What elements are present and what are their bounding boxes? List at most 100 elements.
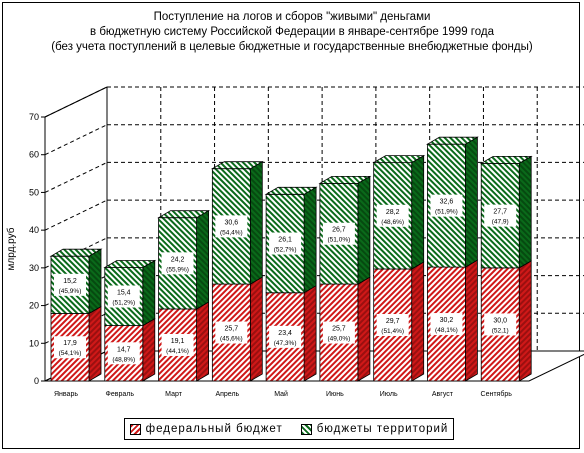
legend-label-territories: бюджеты территорий [316,423,449,435]
bar-territories-side [142,259,156,327]
data-label-value-territories: 26,1 [278,237,292,244]
data-label-share-federal: (49,0%) [328,336,351,343]
bar-territories-side [196,210,210,310]
y-tick-label: 40 [29,225,39,235]
bars-layer [49,136,533,382]
data-label-value-territories: 24,2 [171,256,185,263]
x-tick-label: Июль [380,391,398,398]
bar-territories-side [249,161,263,285]
bar-territories-top [157,210,211,219]
data-label-box-federal [376,313,409,336]
data-label-value-federal: 29,7 [386,318,400,325]
data-label-share-federal: (52,1) [492,327,509,334]
chart-title-line-3: (без учета поступлений в целевые бюджетн… [51,41,533,53]
data-label-share-federal: (51,4%) [381,328,404,335]
data-label-box-territories [54,273,86,296]
bar-territories-side [357,175,371,285]
bar-territories-side [464,136,478,268]
bar-federal-side [464,259,478,382]
data-label-box-territories [215,215,248,238]
gridline-side [44,124,108,156]
data-label-value-territories: 26,7 [332,227,346,234]
gridline-side [44,199,108,231]
bar-federal-side [88,305,102,382]
bar-territories-side [518,155,532,269]
y-tick-label: 70 [29,112,39,122]
data-label-value-federal: 17,9 [63,340,77,347]
data-label-share-territories: (51,9%) [435,209,458,216]
data-label-value-territories: 27,7 [493,209,507,216]
data-label-box-federal [484,313,517,336]
data-label-box-federal [430,313,463,336]
bar-territories-top [425,136,479,145]
bar-territories-top [479,155,533,164]
chart-title-line-2: в бюджетную систему Российской Федерации… [90,26,494,38]
chart-title: Поступление на логов и сборов "живыми" д… [0,10,584,55]
legend-item-territories: бюджеты территорий [300,423,449,435]
data-label-box-territories [376,204,409,227]
data-label-value-federal: 30,0 [493,317,507,324]
data-label-value-federal: 30,2 [440,317,454,324]
x-tick-label: Май [274,390,288,398]
data-label-box-federal [54,336,86,359]
bar-federal-side [357,276,371,382]
bar-federal-side [142,317,156,382]
data-label-value-federal: 25,7 [332,326,346,333]
data-label-box-territories [161,252,194,275]
data-label-value-federal: 19,1 [171,338,185,345]
legend-swatch-federal [129,423,141,435]
data-label-share-federal: (45,6%) [220,336,243,343]
x-tick-label: Сентябрь [481,390,513,398]
data-label-share-federal: (48,8%) [112,356,135,363]
data-label-share-federal: (48,1%) [435,327,458,334]
bar-federal-side [303,285,317,382]
x-tick-label: Апрель [215,391,239,398]
data-label-value-federal: 14,7 [117,346,131,353]
data-label-value-federal: 25,7 [225,326,239,333]
y-tick-label: 10 [29,338,39,348]
data-label-share-territories: (47,9) [492,219,509,226]
gridline-side [44,237,108,269]
data-label-share-territories: (48,6%) [381,219,404,226]
x-tick-label: Август [432,391,454,398]
x-tick-label: Февраль [106,391,135,398]
bar-federal-side [249,276,263,382]
bar-territories-side [88,248,102,315]
bar-territories-side [411,154,425,270]
legend-item-federal: федеральный бюджет [129,423,283,435]
bar-federal-side [196,301,210,382]
data-label-value-territories: 28,2 [386,209,400,216]
bar-federal-side [411,261,425,382]
data-label-value-territories: 32,6 [440,199,454,206]
data-label-box-territories [107,285,140,308]
data-label-box-federal [269,325,302,348]
y-tick-label: 60 [29,150,39,160]
bar-territories-side [303,186,317,294]
bar-territories-top [49,248,103,257]
data-label-share-territories: (55,9%) [166,266,189,273]
bar-territories-top [318,175,372,184]
data-label-value-territories: 15,2 [63,278,77,285]
legend-swatch-territories [300,423,312,435]
gridline-side [44,86,108,118]
legend-label-federal: федеральный бюджет [145,423,283,435]
data-label-box-federal [215,321,248,344]
chart-title-line-1: Поступление на логов и сборов "живыми" д… [153,11,431,23]
data-label-share-federal: (44,1%) [166,348,189,355]
bar-territories-top [264,186,318,195]
bar-territories-top [210,161,264,170]
data-label-share-federal: (54,1%) [59,350,82,357]
data-label-value-federal: 23,4 [278,330,292,337]
data-label-share-territories: (45,9%) [59,288,82,295]
bar-territories-top [103,260,157,268]
x-tick-label: Январь [54,391,78,398]
data-label-share-territories: (51,2%) [112,300,135,307]
y-axis-title: млрд.руб [5,227,17,270]
gridline-side [44,161,108,193]
x-tick-label: Июнь [326,391,344,398]
data-label-box-federal [322,321,355,344]
data-label-box-federal [161,333,194,356]
y-tick-label: 50 [29,187,39,197]
data-label-box-federal [107,342,140,365]
